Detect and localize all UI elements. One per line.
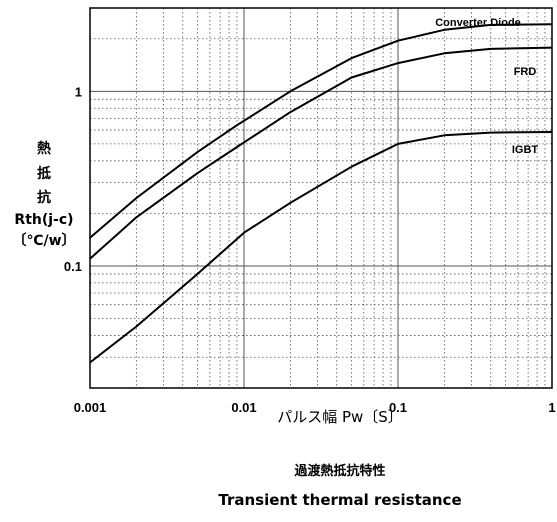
y-tick-label: 0.1 bbox=[64, 259, 82, 274]
series-line-converter-diode bbox=[89, 23, 553, 239]
series-label-frd: FRD bbox=[514, 66, 537, 78]
y-tick-label: 1 bbox=[75, 84, 82, 99]
y-axis-label-line: 熱 bbox=[37, 140, 51, 157]
y-axis-label-line: Rth(j-c) bbox=[14, 212, 73, 228]
x-axis-label: パルス幅 Pw〔S〕 bbox=[277, 408, 403, 426]
x-axis-ticks: 0.001 0.01 0.1 1 bbox=[74, 400, 556, 415]
series-line-igbt bbox=[89, 131, 553, 364]
x-tick-label: 1 bbox=[548, 400, 555, 415]
y-axis-label-line: 抵 bbox=[37, 165, 51, 182]
x-tick-label: 0.001 bbox=[74, 400, 107, 415]
y-axis-label-line: 抗 bbox=[37, 189, 51, 206]
y-axis-ticks: 0.11 bbox=[64, 84, 82, 274]
x-tick-label: 0.1 bbox=[389, 400, 407, 415]
y-axis-label-line: 〔℃/w〕 bbox=[13, 233, 76, 249]
series-labels: Converter Diode FRD IGBT bbox=[435, 17, 538, 156]
series-lines bbox=[89, 23, 553, 364]
y-axis-label: 熱抵抗 Rth(j-c) 〔℃/w〕 bbox=[13, 140, 76, 249]
x-tick-label: 0.01 bbox=[231, 400, 256, 415]
caption-japanese: 過渡熱抵抗特性 bbox=[293, 463, 385, 479]
series-label-converter-diode: Converter Diode bbox=[435, 17, 521, 29]
caption-english: Transient thermal resistance bbox=[218, 491, 461, 509]
plot-frame bbox=[89, 7, 553, 389]
series-label-igbt: IGBT bbox=[512, 144, 539, 156]
grid-lines bbox=[90, 8, 552, 388]
series-line-frd bbox=[89, 46, 553, 260]
